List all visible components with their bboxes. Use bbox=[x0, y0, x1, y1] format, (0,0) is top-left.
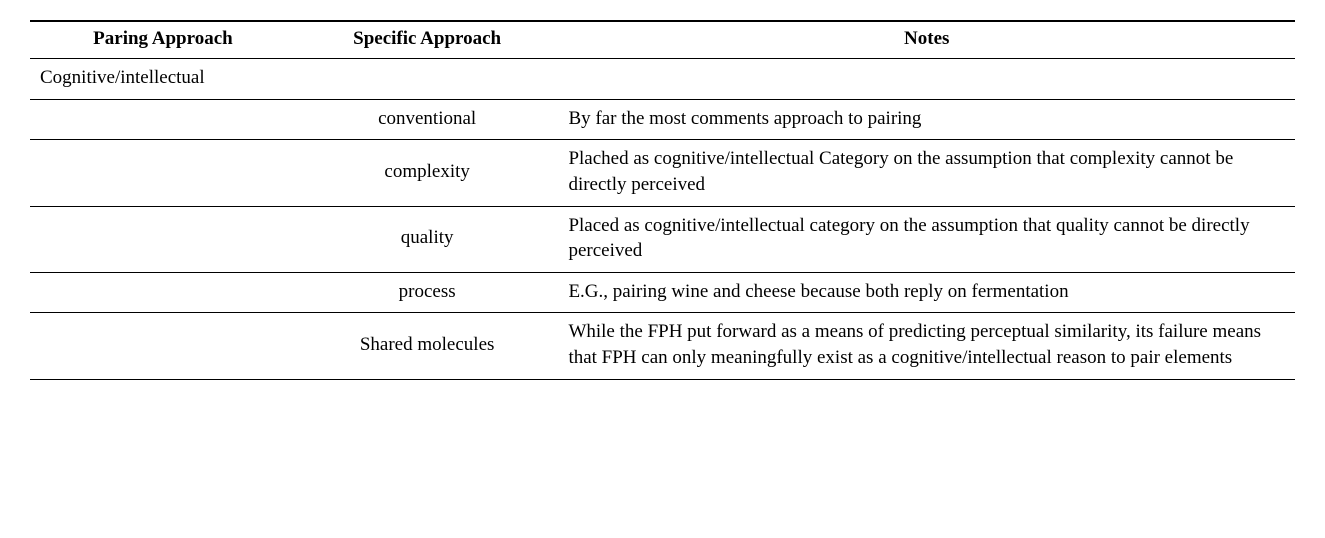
col-header-notes: Notes bbox=[558, 21, 1295, 59]
table-header-row: Paring Approach Specific Approach Notes bbox=[30, 21, 1295, 59]
col-header-specific: Specific Approach bbox=[296, 21, 559, 59]
pairing-table: Paring Approach Specific Approach Notes … bbox=[30, 20, 1295, 380]
cell-notes: E.G., pairing wine and cheese because bo… bbox=[558, 272, 1295, 313]
cell-specific: complexity bbox=[296, 140, 559, 206]
table-row: Shared molecules While the FPH put forwa… bbox=[30, 313, 1295, 379]
cell-notes bbox=[558, 59, 1295, 100]
cell-paring bbox=[30, 140, 296, 206]
cell-notes: By far the most comments approach to pai… bbox=[558, 99, 1295, 140]
cell-notes: Placed as cognitive/intellectual categor… bbox=[558, 206, 1295, 272]
table-row: process E.G., pairing wine and cheese be… bbox=[30, 272, 1295, 313]
table-row: conventional By far the most comments ap… bbox=[30, 99, 1295, 140]
cell-specific: conventional bbox=[296, 99, 559, 140]
col-header-paring: Paring Approach bbox=[30, 21, 296, 59]
cell-paring bbox=[30, 272, 296, 313]
cell-specific: Shared molecules bbox=[296, 313, 559, 379]
cell-paring: Cognitive/intellectual bbox=[30, 59, 296, 100]
table-row: complexity Plached as cognitive/intellec… bbox=[30, 140, 1295, 206]
cell-paring bbox=[30, 206, 296, 272]
cell-specific bbox=[296, 59, 559, 100]
cell-paring bbox=[30, 99, 296, 140]
table-row: Cognitive/intellectual bbox=[30, 59, 1295, 100]
table-row: quality Placed as cognitive/intellectual… bbox=[30, 206, 1295, 272]
cell-specific: process bbox=[296, 272, 559, 313]
cell-notes: Plached as cognitive/intellectual Catego… bbox=[558, 140, 1295, 206]
cell-paring bbox=[30, 313, 296, 379]
cell-notes: While the FPH put forward as a means of … bbox=[558, 313, 1295, 379]
cell-specific: quality bbox=[296, 206, 559, 272]
